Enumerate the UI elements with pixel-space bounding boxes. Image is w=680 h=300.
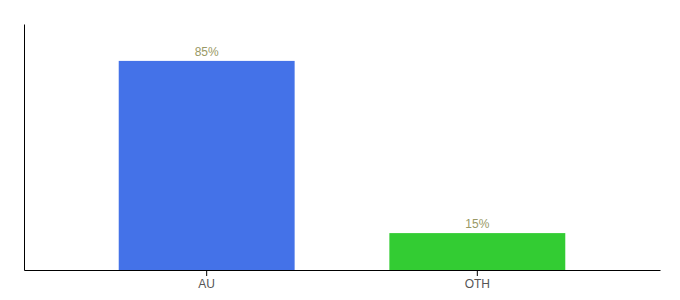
data-labels: 85% 15% [195, 45, 490, 231]
data-label: 15% [465, 217, 489, 231]
data-label: 85% [195, 45, 219, 59]
x-axis-line [25, 270, 661, 271]
x-tick-label: AU [198, 277, 215, 291]
bar [119, 61, 295, 270]
x-axis: AU OTH [25, 270, 661, 291]
x-tick-mark [477, 270, 478, 276]
x-tick: AU [198, 270, 215, 291]
plot: AU OTH 85% 15% [25, 25, 661, 291]
bars [119, 61, 566, 270]
x-tick-mark [206, 270, 207, 276]
x-tick-label: OTH [465, 277, 490, 291]
x-tick: OTH [465, 270, 490, 291]
y-axis [24, 25, 25, 271]
chart: AU OTH 85% 15% [0, 0, 680, 300]
y-axis-line [24, 25, 25, 271]
bar [389, 233, 565, 270]
